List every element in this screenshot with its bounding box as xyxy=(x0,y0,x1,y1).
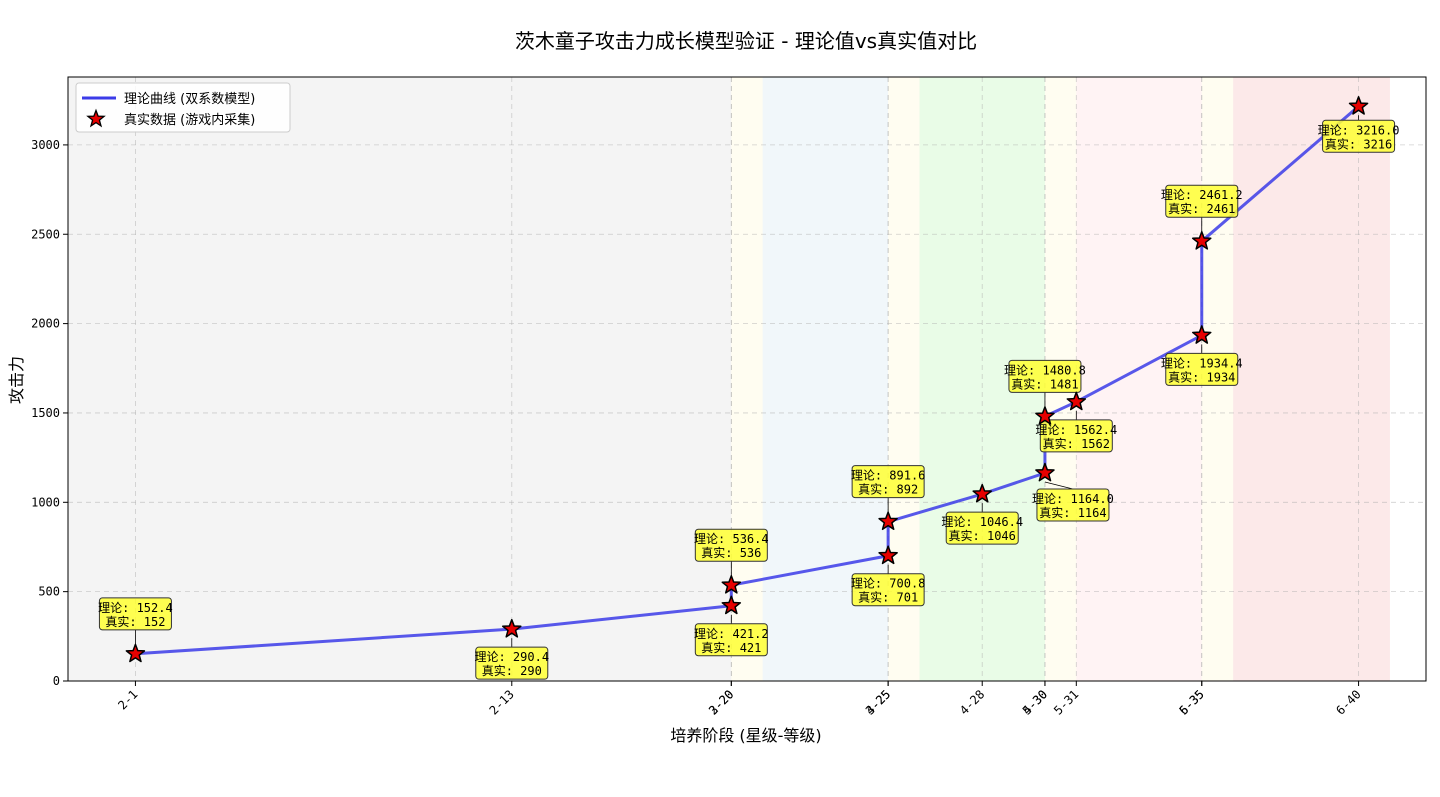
annotation-theory-text: 理论: 536.4 xyxy=(694,532,769,546)
real-data-star xyxy=(125,643,146,663)
y-tick-label: 3000 xyxy=(31,138,60,152)
annotation-real-text: 真实: 2461 xyxy=(1168,201,1235,216)
annotation-theory-text: 理论: 2461.2 xyxy=(1161,188,1243,202)
real-data-star xyxy=(1035,406,1055,425)
annotation-real-text: 真实: 536 xyxy=(701,545,761,560)
x-tick-label: 6-35 xyxy=(1177,687,1207,717)
annotation-box xyxy=(694,528,768,562)
x-tick-label: 6-40 xyxy=(1333,687,1363,717)
annotation-theory-text: 理论: 700.8 xyxy=(851,577,926,591)
x-axis-label: 培养阶段 (星级-等级) xyxy=(670,726,821,745)
annotation-real-text: 真实: 701 xyxy=(858,590,918,605)
annotation-box xyxy=(475,646,549,680)
annotation-theory-text: 理论: 290.4 xyxy=(474,650,549,664)
x-tick-label: 5-31 xyxy=(1051,687,1081,717)
x-tick-label: 4-25 xyxy=(863,687,893,717)
annotation-theory-text: 理论: 421.2 xyxy=(694,627,769,641)
annotation-theory-text: 理论: 1046.4 xyxy=(941,515,1023,529)
annotation-box xyxy=(1165,184,1239,218)
real-data-star xyxy=(878,511,898,531)
chart-title: 茨木童子攻击力成长模型验证 - 理论值vs真实值对比 xyxy=(515,29,977,53)
annotation-box xyxy=(851,465,925,499)
real-data-star xyxy=(1035,462,1055,482)
plot-frame xyxy=(67,76,1427,682)
y-tick-label: 2500 xyxy=(31,227,60,241)
annotation-real-text: 真实: 1934 xyxy=(1168,369,1235,384)
annotations-layer: 理论: 152.4真实: 152 理论: 290.4真实: 290 理论: 421.… xyxy=(98,115,1400,680)
real-data-star xyxy=(721,574,742,594)
y-tick-label: 2000 xyxy=(31,317,60,331)
annotation-theory-text: 理论: 1480.8 xyxy=(1004,363,1086,377)
real-data-star xyxy=(1191,230,1212,250)
legend-box xyxy=(75,82,291,133)
real-data-star xyxy=(1348,96,1369,115)
annotation-real-text: 真实: 1046 xyxy=(949,528,1016,543)
annotation-box xyxy=(1165,352,1239,386)
legend-real-label: 真实数据 (游戏内采集) xyxy=(124,112,255,128)
annotation-real-text: 真实: 892 xyxy=(858,482,918,497)
y-axis-ticks: 0 500 1000 1500 2000 2500 3000 xyxy=(31,138,68,688)
real-data-star xyxy=(1191,325,1212,344)
annotation-box xyxy=(98,597,172,631)
annotation-box xyxy=(1036,488,1110,522)
annotation-arrow xyxy=(1044,481,1074,490)
annotation-real-text: 真实: 1481 xyxy=(1011,376,1078,391)
legend-real-swatch xyxy=(86,108,106,128)
real-data-markers xyxy=(125,96,1369,663)
annotation-box xyxy=(1039,419,1113,453)
x-tick-label: 4-28 xyxy=(957,687,987,717)
annotation-real-text: 真实: 290 xyxy=(482,663,542,678)
x-tick-label: 2-1 xyxy=(115,687,140,712)
real-data-star xyxy=(721,595,742,615)
x-tick-label: 5-30 xyxy=(1020,687,1050,717)
stage-band-8 xyxy=(1233,77,1390,681)
annotation-theory-text: 理论: 1562.4 xyxy=(1035,423,1117,437)
annotation-box xyxy=(1008,359,1082,393)
annotation-real-text: 真实: 421 xyxy=(701,640,761,655)
real-data-star xyxy=(878,545,898,565)
real-data-star xyxy=(1066,391,1087,411)
x-axis-ticks: 2-1 2-13 2-203-20 3-254-25 4-28 4-305-30 5-31 5… xyxy=(115,681,1364,718)
y-tick-label: 500 xyxy=(38,585,60,599)
annotation-theory-text: 理论: 891.6 xyxy=(851,469,926,483)
stage-band-0 xyxy=(68,77,732,681)
annotation-theory-text: 理论: 152.4 xyxy=(98,601,173,615)
annotation-real-text: 真实: 1562 xyxy=(1043,436,1110,451)
annotation-box xyxy=(945,511,1019,545)
annotation-theory-text: 理论: 1934.4 xyxy=(1161,356,1243,370)
annotation-real-text: 真实: 152 xyxy=(105,614,165,629)
annotation-real-text: 真实: 3216 xyxy=(1325,136,1392,151)
real-data-star xyxy=(972,483,992,503)
legend-theory-label: 理论曲线 (双系数模型) xyxy=(124,92,255,107)
y-axis-label: 攻击力 xyxy=(7,356,26,404)
annotation-theory-text: 理论: 1164.0 xyxy=(1032,492,1114,506)
annotation-theory-text: 理论: 3216.0 xyxy=(1318,123,1400,137)
x-tick-label: 2-13 xyxy=(487,687,517,717)
annotation-box xyxy=(851,573,925,607)
x-tick-label: 3-20 xyxy=(706,687,736,717)
annotation-box xyxy=(1322,119,1396,153)
y-tick-label: 1500 xyxy=(31,406,60,420)
annotation-real-text: 真实: 1164 xyxy=(1039,505,1106,520)
legend: 理论曲线 (双系数模型) 真实数据 (游戏内采集) xyxy=(75,82,291,133)
real-data-star xyxy=(502,618,522,638)
y-tick-label: 1000 xyxy=(31,495,60,509)
annotation-box xyxy=(694,623,768,657)
y-tick-label: 0 xyxy=(53,674,60,688)
